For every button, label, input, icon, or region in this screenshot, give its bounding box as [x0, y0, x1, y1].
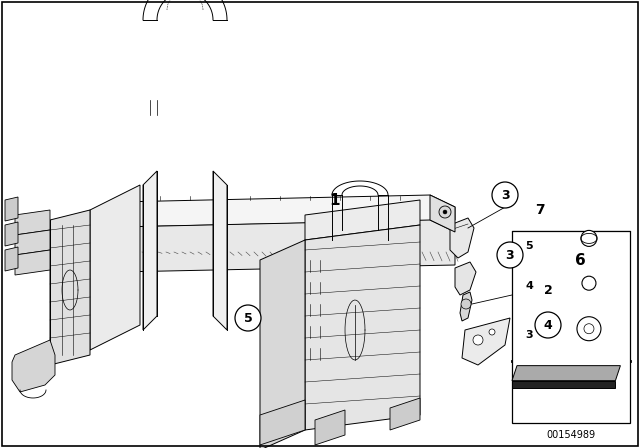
Text: 4: 4: [543, 319, 552, 332]
Circle shape: [443, 210, 447, 214]
Circle shape: [497, 242, 523, 268]
Polygon shape: [90, 185, 140, 350]
Text: 00154989: 00154989: [547, 431, 596, 440]
Circle shape: [473, 335, 483, 345]
Text: 3: 3: [525, 330, 532, 340]
Text: 3: 3: [506, 249, 515, 262]
Circle shape: [584, 324, 594, 334]
Polygon shape: [213, 171, 227, 330]
Polygon shape: [512, 381, 616, 388]
Bar: [512, 231, 630, 423]
Text: 5: 5: [525, 241, 532, 251]
Polygon shape: [260, 240, 305, 448]
Polygon shape: [512, 366, 620, 381]
Polygon shape: [15, 210, 50, 235]
Polygon shape: [460, 292, 472, 321]
Text: 6: 6: [575, 253, 586, 267]
Polygon shape: [12, 340, 55, 392]
Text: 5: 5: [244, 311, 252, 324]
Polygon shape: [315, 410, 345, 445]
Circle shape: [581, 230, 597, 246]
Polygon shape: [15, 230, 50, 255]
Polygon shape: [5, 197, 18, 221]
Polygon shape: [50, 210, 90, 365]
Circle shape: [577, 317, 601, 341]
Circle shape: [492, 182, 518, 208]
Text: 2: 2: [543, 284, 552, 297]
Polygon shape: [5, 247, 18, 271]
Text: 1: 1: [330, 193, 340, 207]
Circle shape: [461, 299, 471, 309]
Polygon shape: [455, 262, 476, 295]
Polygon shape: [15, 250, 50, 275]
Text: 3: 3: [500, 189, 509, 202]
Polygon shape: [430, 195, 455, 232]
Polygon shape: [100, 195, 455, 235]
Polygon shape: [143, 171, 157, 330]
Circle shape: [582, 276, 596, 290]
Polygon shape: [305, 200, 420, 240]
Polygon shape: [450, 218, 474, 258]
Polygon shape: [5, 222, 18, 246]
Text: 4: 4: [525, 281, 533, 291]
Polygon shape: [462, 318, 510, 365]
Polygon shape: [305, 225, 420, 430]
Circle shape: [235, 305, 261, 331]
Polygon shape: [390, 398, 420, 430]
Polygon shape: [100, 220, 455, 280]
Text: 7: 7: [535, 203, 545, 217]
Circle shape: [439, 206, 451, 218]
Polygon shape: [260, 400, 305, 445]
Circle shape: [489, 329, 495, 335]
Circle shape: [535, 312, 561, 338]
